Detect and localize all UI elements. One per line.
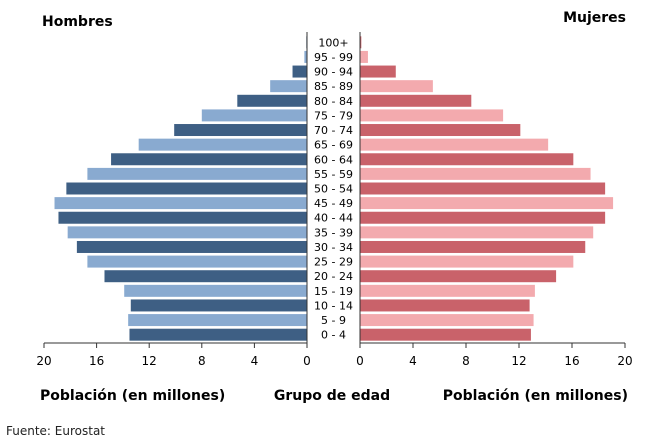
female-bar xyxy=(360,138,549,151)
left-title: Hombres xyxy=(42,14,113,30)
female-bar xyxy=(360,167,591,180)
axes: 20 16 12 8 4 0 0 4 8 12 16 20 xyxy=(36,32,633,368)
female-bar xyxy=(360,211,606,224)
female-bar xyxy=(360,328,531,341)
female-bar xyxy=(360,80,433,93)
female-bar xyxy=(360,65,396,78)
age-group-label: 80 - 84 xyxy=(314,95,353,108)
male-bar xyxy=(67,226,307,239)
left-tick-label: 12 xyxy=(142,354,157,368)
male-bar xyxy=(111,153,307,166)
male-bar xyxy=(124,284,307,297)
female-bar xyxy=(360,36,362,49)
source-note: Fuente: Eurostat xyxy=(6,424,105,438)
female-bars xyxy=(360,36,614,341)
age-group-label: 10 - 14 xyxy=(314,299,353,312)
male-bar xyxy=(201,109,307,122)
age-group-label: 85 - 89 xyxy=(314,80,353,93)
female-bar xyxy=(360,284,535,297)
male-bar xyxy=(129,328,307,341)
male-bar xyxy=(292,65,307,78)
age-group-label: 40 - 44 xyxy=(314,212,353,225)
male-bar xyxy=(58,211,308,224)
left-tick-label: 16 xyxy=(89,354,104,368)
age-group-label: 15 - 19 xyxy=(314,285,353,298)
center-axis-label: Grupo de edad xyxy=(274,388,390,404)
male-bar xyxy=(270,80,307,93)
left-x-axis-label: Población (en millones) xyxy=(40,388,225,404)
right-tick-label: 0 xyxy=(356,354,364,368)
age-group-label: 70 - 74 xyxy=(314,124,353,137)
right-title: Mujeres xyxy=(563,10,626,26)
age-group-label: 90 - 94 xyxy=(314,66,353,79)
female-bar xyxy=(360,94,472,107)
left-tick-label: 0 xyxy=(303,354,311,368)
age-group-label: 55 - 59 xyxy=(314,168,353,181)
male-bar xyxy=(304,50,307,63)
age-group-label: 30 - 34 xyxy=(314,241,353,254)
female-bar xyxy=(360,182,606,195)
age-group-label: 45 - 49 xyxy=(314,197,353,210)
left-tick-label: 20 xyxy=(36,354,51,368)
female-bar xyxy=(360,50,368,63)
female-bar xyxy=(360,299,530,312)
age-group-label: 20 - 24 xyxy=(314,270,353,283)
male-bar xyxy=(76,240,307,253)
age-group-label: 95 - 99 xyxy=(314,51,353,64)
female-bar xyxy=(360,124,521,137)
age-group-label: 50 - 54 xyxy=(314,183,353,196)
age-group-label: 35 - 39 xyxy=(314,226,353,239)
left-tick-label: 4 xyxy=(251,354,259,368)
age-group-label: 5 - 9 xyxy=(321,314,346,327)
female-bar xyxy=(360,226,594,239)
female-bar xyxy=(360,314,534,327)
female-bar xyxy=(360,255,574,268)
age-group-label: 65 - 69 xyxy=(314,139,353,152)
female-bar xyxy=(360,109,504,122)
right-tick-label: 16 xyxy=(564,354,579,368)
age-group-label: 75 - 79 xyxy=(314,109,353,122)
male-bar xyxy=(87,167,308,180)
male-bar xyxy=(87,255,308,268)
right-tick-label: 20 xyxy=(617,354,632,368)
male-bars xyxy=(54,36,308,341)
female-bar xyxy=(360,197,614,210)
right-tick-label: 4 xyxy=(409,354,417,368)
female-bar xyxy=(360,270,557,283)
age-group-label: 60 - 64 xyxy=(314,153,353,166)
male-bar xyxy=(237,94,307,107)
right-tick-label: 8 xyxy=(462,354,470,368)
female-bar xyxy=(360,153,574,166)
female-bar xyxy=(360,240,586,253)
age-group-label: 100+ xyxy=(318,36,348,49)
male-bar xyxy=(66,182,307,195)
male-bar xyxy=(174,124,307,137)
male-bar xyxy=(54,197,307,210)
male-bar xyxy=(138,138,307,151)
right-x-axis-label: Población (en millones) xyxy=(443,388,628,404)
age-group-label: 0 - 4 xyxy=(321,329,346,342)
right-tick-label: 12 xyxy=(511,354,526,368)
male-bar xyxy=(104,270,308,283)
male-bar xyxy=(128,314,307,327)
male-bar xyxy=(130,299,307,312)
left-tick-label: 8 xyxy=(198,354,206,368)
age-group-label: 25 - 29 xyxy=(314,256,353,269)
